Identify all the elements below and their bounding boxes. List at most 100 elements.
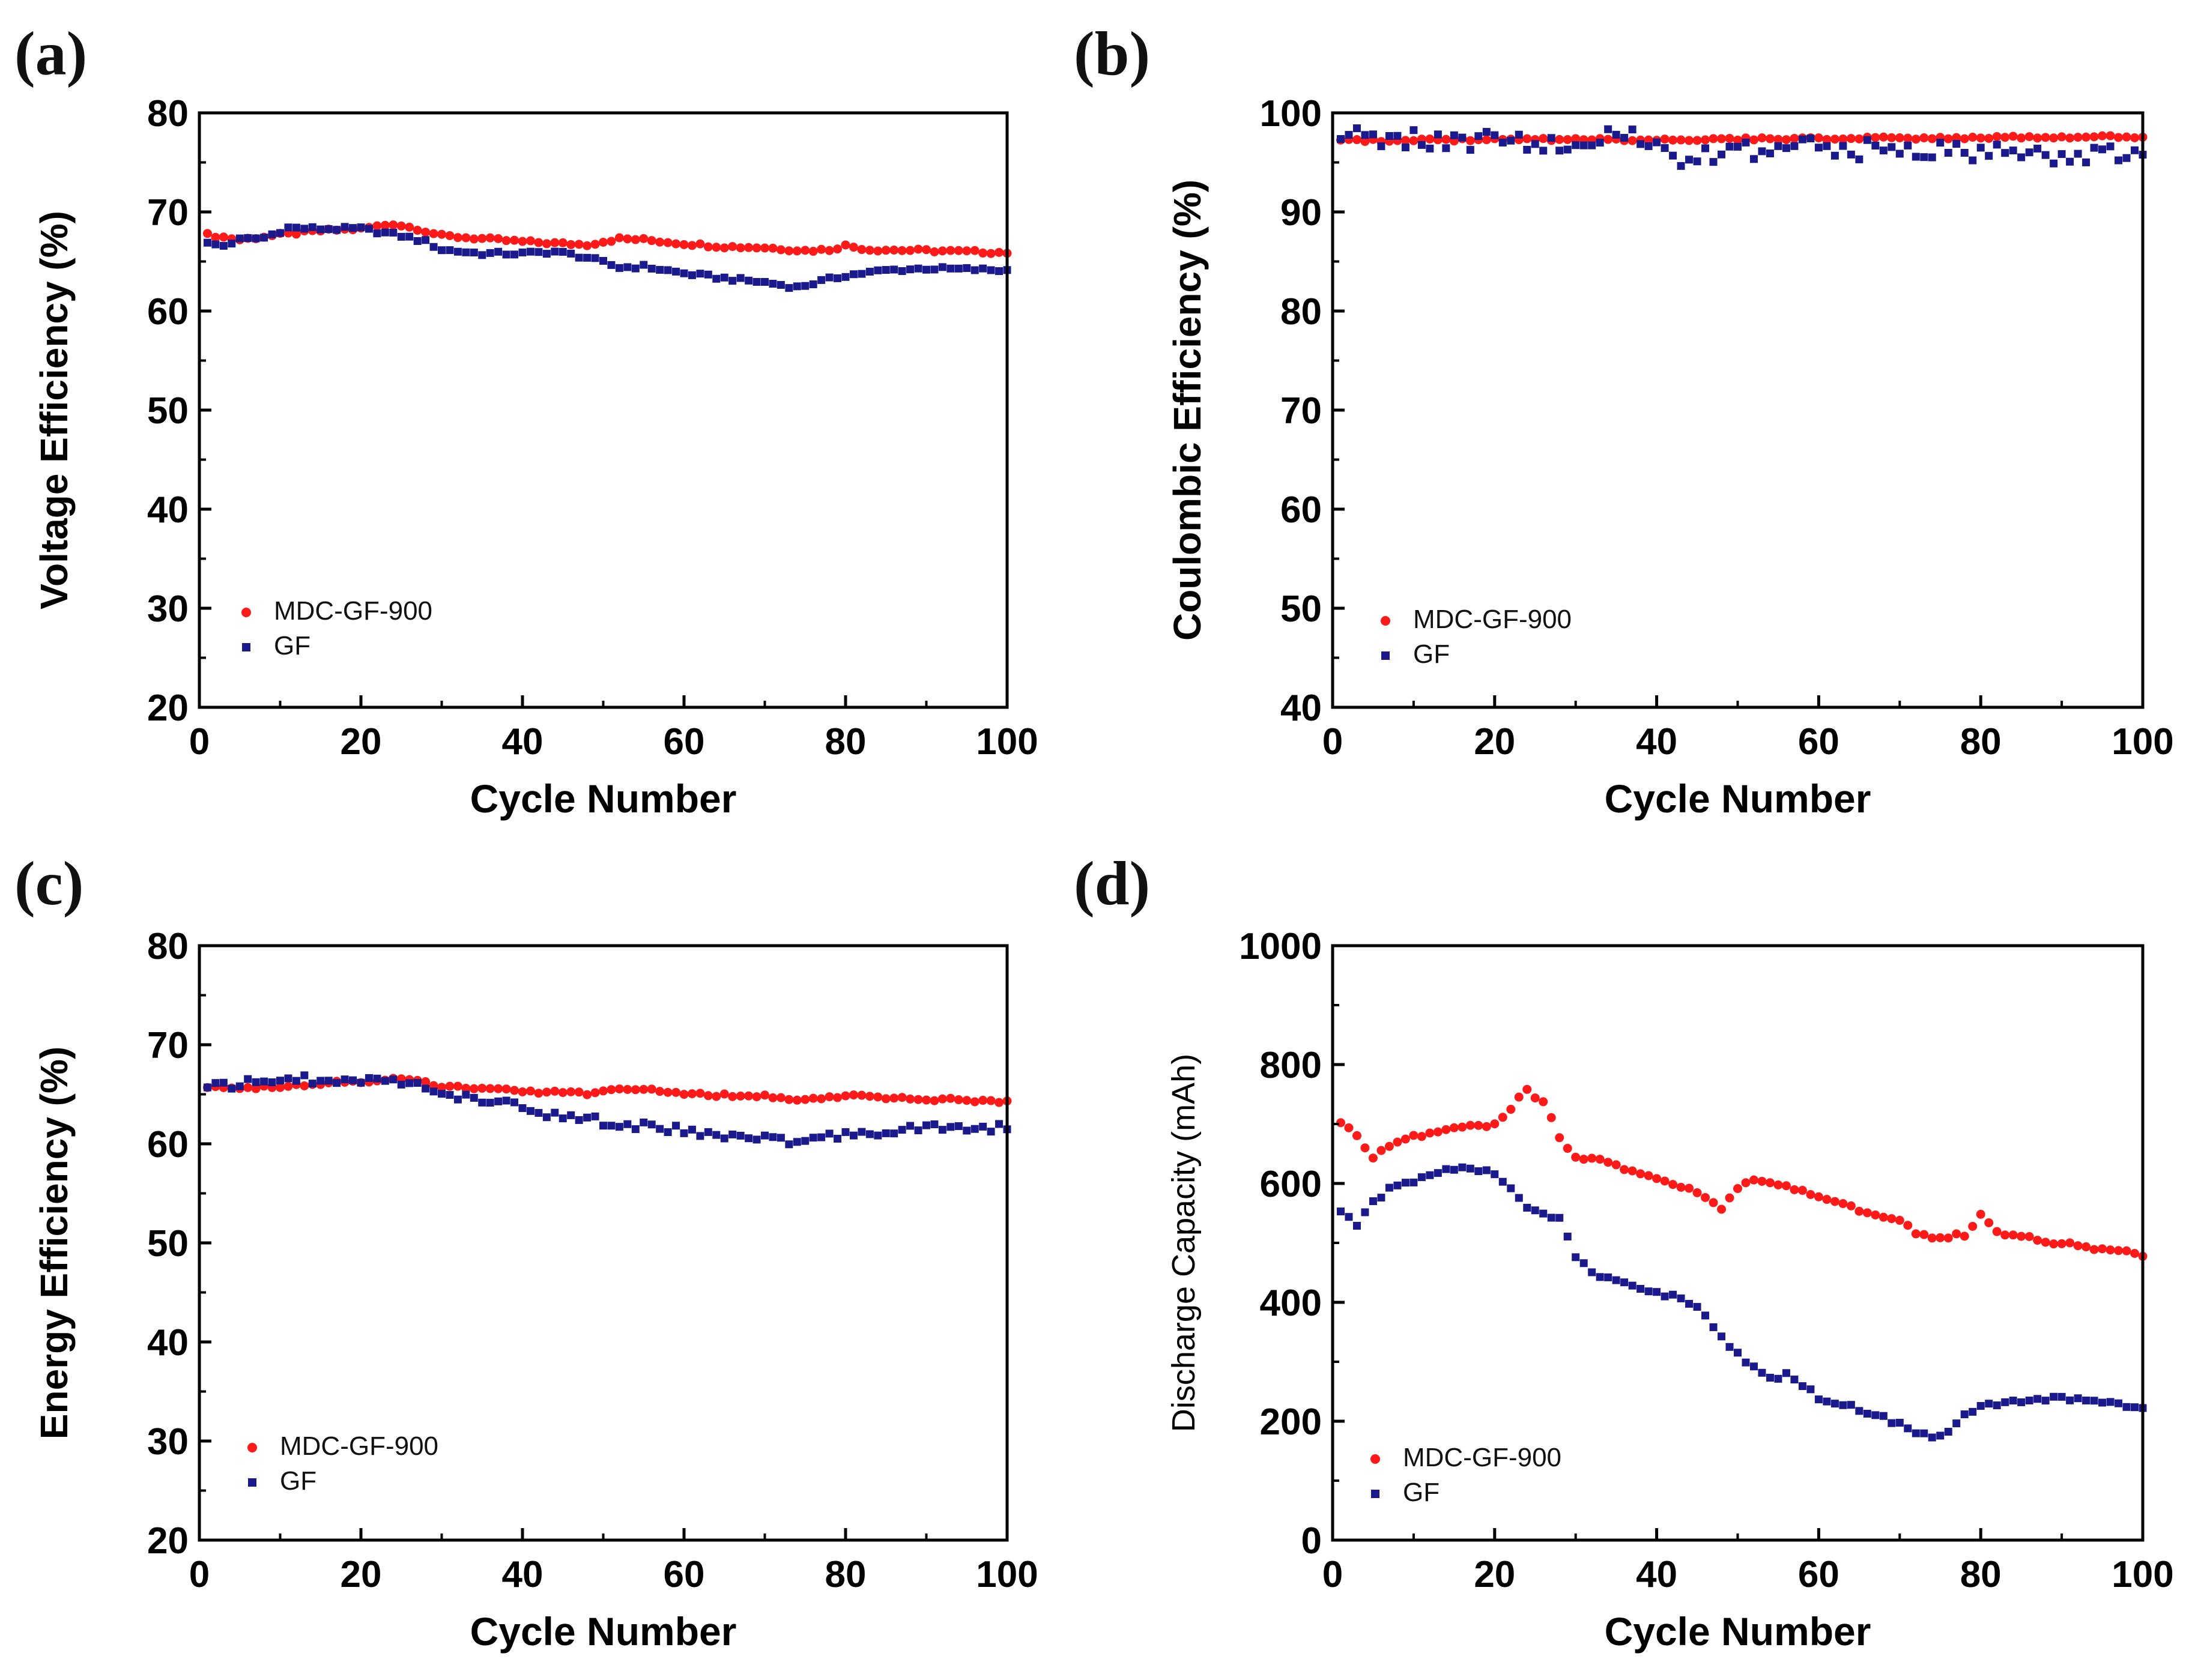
data-point-mdc-b (1409, 136, 1418, 145)
x-tick-label-c: 100 (976, 1554, 1038, 1595)
data-point-mdc-c (453, 1081, 462, 1091)
data-point-gf-d (1434, 1169, 1442, 1177)
panel-label-b: (b) (1074, 19, 1151, 88)
data-point-mdc-b (2017, 133, 2026, 143)
data-point-gf-b (1774, 142, 1782, 150)
data-point-gf-a (559, 247, 567, 256)
x-axis-title-d: Cycle Number (1605, 1609, 1871, 1654)
data-point-mdc-d (1393, 1137, 1402, 1147)
data-point-gf-a (252, 234, 260, 243)
data-point-gf-c (817, 1133, 826, 1141)
data-point-mdc-c (421, 1077, 431, 1087)
x-axis-title-a: Cycle Number (470, 776, 737, 821)
data-point-mdc-b (1749, 135, 1758, 145)
data-point-gf-b (2017, 153, 2026, 162)
data-point-mdc-c (906, 1094, 915, 1104)
data-point-gf-b (1928, 153, 1936, 162)
data-point-mdc-c (873, 1092, 883, 1102)
data-point-gf-c (865, 1130, 874, 1138)
data-point-gf-a (688, 271, 696, 279)
data-point-gf-b (1920, 153, 1928, 162)
data-point-mdc-b (2065, 133, 2075, 143)
data-point-mdc-d (1903, 1221, 1913, 1230)
data-point-gf-c (235, 1082, 244, 1090)
data-point-gf-a (478, 251, 486, 259)
data-point-gf-a (631, 264, 640, 273)
data-point-mdc-a (865, 246, 874, 255)
legend-label-mdc-gf-900-c: MDC-GF-900 (280, 1431, 438, 1461)
data-point-gf-b (1839, 142, 1847, 150)
data-point-gf-d (2033, 1395, 2042, 1403)
data-point-gf-b (2106, 142, 2115, 151)
data-point-gf-a (308, 223, 316, 231)
data-point-gf-a (583, 253, 592, 262)
data-point-mdc-d (1709, 1198, 1718, 1207)
data-point-mdc-d (2114, 1246, 2124, 1255)
data-point-gf-b (1409, 126, 1418, 134)
data-point-gf-b (1952, 140, 1961, 148)
data-point-mdc-d (1400, 1134, 1410, 1144)
data-point-gf-c (745, 1134, 753, 1143)
data-point-gf-a (890, 265, 898, 274)
data-point-mdc-c (897, 1093, 907, 1102)
series-gf-a (203, 223, 1011, 292)
data-point-gf-c (446, 1091, 454, 1099)
data-point-mdc-b (1482, 135, 1491, 145)
data-point-gf-b (1904, 141, 1912, 150)
data-point-gf-d (2074, 1394, 2082, 1403)
data-point-gf-d (1895, 1419, 1904, 1427)
data-point-mdc-c (760, 1090, 769, 1100)
data-point-gf-a (567, 249, 575, 258)
data-point-gf-c (599, 1122, 607, 1130)
data-point-gf-d (2106, 1398, 2115, 1406)
legend-marker-mdc-c (247, 1443, 257, 1452)
data-point-gf-c (647, 1120, 656, 1129)
data-point-gf-a (672, 267, 680, 276)
data-point-mdc-c (639, 1084, 649, 1094)
data-point-mdc-d (1474, 1120, 1483, 1130)
data-point-gf-c (720, 1134, 728, 1143)
data-point-mdc-b (1692, 136, 1702, 145)
data-point-mdc-a (574, 240, 584, 249)
data-point-gf-c (890, 1129, 898, 1138)
data-point-gf-d (1588, 1268, 1596, 1277)
data-point-mdc-a (211, 232, 220, 242)
data-point-gf-c (874, 1131, 882, 1140)
data-point-gf-a (341, 223, 349, 231)
data-point-mdc-d (1603, 1158, 1613, 1167)
data-point-gf-b (1385, 131, 1393, 140)
legend-marker-gf-a (242, 643, 250, 651)
data-point-gf-c (252, 1078, 260, 1086)
data-point-gf-b (2033, 144, 2042, 153)
data-point-gf-d (1531, 1206, 1539, 1215)
data-point-gf-d (1466, 1164, 1474, 1173)
data-point-gf-c (453, 1095, 462, 1104)
data-point-mdc-c (728, 1092, 737, 1101)
data-point-mdc-d (1814, 1192, 1823, 1201)
data-point-gf-a (349, 224, 357, 232)
data-point-gf-a (575, 253, 583, 262)
data-point-gf-d (2098, 1398, 2107, 1407)
x-tick-label-b: 100 (2112, 721, 2173, 763)
data-point-mdc-b (2033, 133, 2042, 143)
data-point-mdc-a (607, 237, 616, 246)
data-point-mdc-b (1822, 134, 1832, 144)
data-point-gf-a (260, 234, 268, 242)
data-point-mdc-c (946, 1093, 955, 1103)
data-point-mdc-d (2049, 1239, 2059, 1249)
data-point-gf-a (849, 270, 858, 279)
data-point-mdc-c (857, 1090, 867, 1100)
data-point-gf-a (858, 270, 866, 278)
data-point-gf-d (1653, 1288, 1661, 1296)
data-point-gf-a (486, 249, 494, 257)
y-tick-label-a: 30 (147, 588, 189, 630)
data-point-mdc-d (1376, 1146, 1386, 1155)
data-point-mdc-a (413, 226, 422, 235)
data-point-mdc-a (219, 232, 228, 242)
data-point-mdc-d (1587, 1153, 1597, 1163)
data-point-gf-d (2082, 1397, 2091, 1405)
data-point-mdc-d (1458, 1122, 1467, 1132)
data-point-gf-d (1579, 1259, 1588, 1268)
y-tick-label-d: 600 (1260, 1164, 1322, 1205)
data-point-gf-d (1766, 1374, 1774, 1382)
